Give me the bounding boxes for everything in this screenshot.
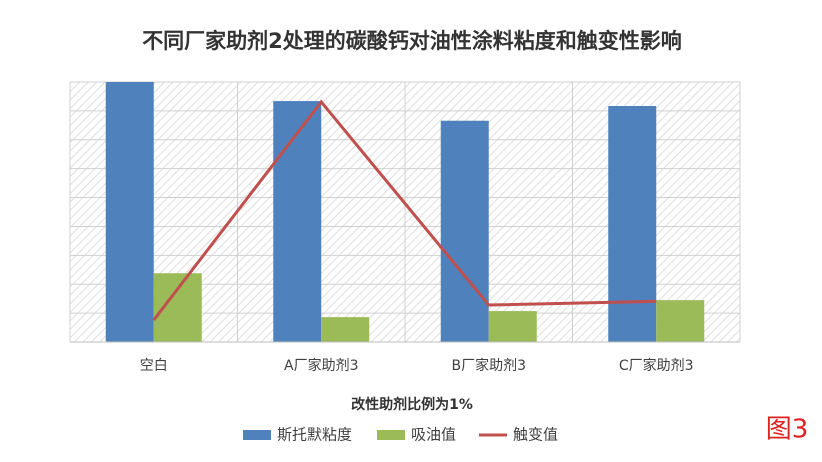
- line-series: [152, 99, 657, 321]
- x-tick-label: 空白: [140, 358, 168, 374]
- bar: [656, 300, 705, 342]
- figure-label: 图3: [766, 415, 809, 445]
- legend-label: 吸油值: [411, 426, 456, 444]
- bar: [273, 101, 322, 342]
- bar: [321, 317, 370, 342]
- x-tick-label: C厂家助剂3: [619, 357, 694, 374]
- legend-swatch: [243, 430, 271, 440]
- bar: [488, 311, 537, 342]
- x-tick-label: A厂家助剂3: [284, 357, 358, 374]
- bar: [105, 82, 154, 342]
- x-axis-title: 改性助剂比例为1%: [351, 396, 473, 413]
- bar: [153, 273, 202, 342]
- bar: [440, 120, 489, 342]
- legend-swatch: [377, 430, 405, 440]
- bar: [608, 105, 657, 342]
- legend-label: 斯托默粘度: [277, 426, 352, 444]
- x-tick-label: B厂家助剂3: [451, 357, 526, 374]
- legend-label: 触变值: [513, 426, 558, 444]
- chart-title: 不同厂家助剂2处理的碳酸钙对油性涂料粘度和触变性影响: [142, 29, 682, 53]
